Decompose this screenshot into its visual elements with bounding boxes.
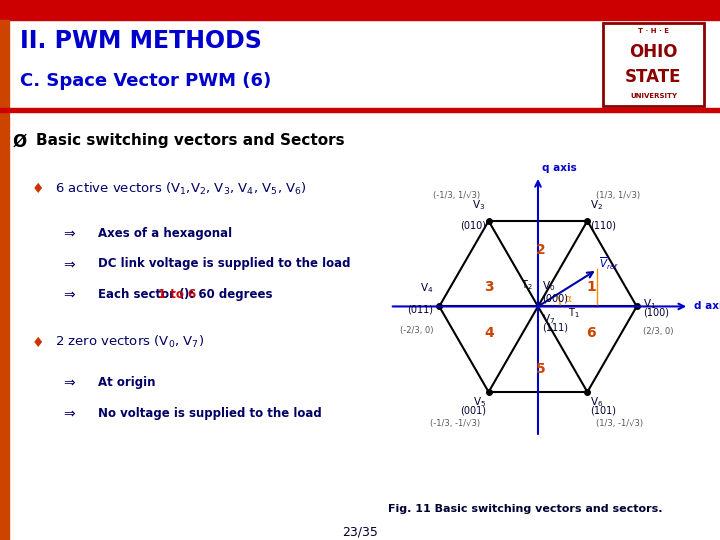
Text: 6 active vectors (V$_1$,V$_2$, V$_3$, V$_4$, V$_5$, V$_6$): 6 active vectors (V$_1$,V$_2$, V$_3$, V$… xyxy=(55,180,307,197)
Text: V$_6$: V$_6$ xyxy=(590,395,603,409)
Text: (-1/3, -1/√3): (-1/3, -1/√3) xyxy=(430,418,480,428)
Text: (-1/3, 1/√3): (-1/3, 1/√3) xyxy=(433,191,480,200)
Text: OHIO: OHIO xyxy=(629,43,678,61)
Text: (100): (100) xyxy=(643,308,669,318)
Text: 1: 1 xyxy=(587,280,596,294)
Text: ): 60 degrees: ): 60 degrees xyxy=(184,288,273,301)
Text: II. PWM METHODS: II. PWM METHODS xyxy=(20,29,262,52)
Text: 3: 3 xyxy=(485,280,494,294)
Text: T$_1$: T$_1$ xyxy=(567,306,580,320)
Text: V$_2$: V$_2$ xyxy=(590,198,603,212)
Text: C. Space Vector PWM (6): C. Space Vector PWM (6) xyxy=(20,72,271,90)
Text: (-2/3, 0): (-2/3, 0) xyxy=(400,326,433,335)
Text: T$_2$: T$_2$ xyxy=(521,278,533,292)
Text: ⇒: ⇒ xyxy=(63,288,75,302)
Text: No voltage is supplied to the load: No voltage is supplied to the load xyxy=(98,407,322,420)
Text: d axis: d axis xyxy=(693,301,720,312)
Text: 2 zero vectors (V$_0$, V$_7$): 2 zero vectors (V$_0$, V$_7$) xyxy=(55,334,204,350)
Text: Axes of a hexagonal: Axes of a hexagonal xyxy=(98,226,232,240)
Text: 2: 2 xyxy=(536,243,546,257)
Text: DC link voltage is supplied to the load: DC link voltage is supplied to the load xyxy=(98,257,351,270)
Text: (001): (001) xyxy=(459,406,486,415)
Text: 1 to 6: 1 to 6 xyxy=(158,288,197,301)
Text: (2/3, 0): (2/3, 0) xyxy=(643,327,673,336)
Text: (111): (111) xyxy=(542,323,568,333)
Text: Fig. 11 Basic switching vectors and sectors.: Fig. 11 Basic switching vectors and sect… xyxy=(388,504,663,514)
Text: 5: 5 xyxy=(536,362,546,376)
Text: At origin: At origin xyxy=(98,376,156,389)
Text: STATE: STATE xyxy=(625,68,682,86)
Text: $\overline{V}_{ref}$: $\overline{V}_{ref}$ xyxy=(599,255,619,272)
Text: V$_4$: V$_4$ xyxy=(420,281,433,295)
Text: 4: 4 xyxy=(485,326,494,340)
Text: V$_3$: V$_3$ xyxy=(472,198,486,212)
Text: ♦: ♦ xyxy=(32,336,45,350)
Text: (1/3, 1/√3): (1/3, 1/√3) xyxy=(596,191,640,200)
Text: ⇒: ⇒ xyxy=(63,226,75,240)
Text: ⇒: ⇒ xyxy=(63,407,75,421)
Text: q axis: q axis xyxy=(542,163,577,173)
Text: ⇒: ⇒ xyxy=(63,257,75,271)
Text: (000): (000) xyxy=(542,293,568,303)
Text: Ø: Ø xyxy=(12,133,27,151)
Text: (010): (010) xyxy=(459,221,486,231)
Text: ♦: ♦ xyxy=(32,183,45,197)
Text: 23/35: 23/35 xyxy=(342,525,378,538)
Text: Each sector (: Each sector ( xyxy=(98,288,184,301)
Text: (101): (101) xyxy=(590,406,616,415)
Text: (1/3, -1/√3): (1/3, -1/√3) xyxy=(596,418,644,428)
Text: 6: 6 xyxy=(587,326,596,340)
Text: (110): (110) xyxy=(590,221,616,231)
Text: Basic switching vectors and Sectors: Basic switching vectors and Sectors xyxy=(36,133,344,147)
Text: T · H · E: T · H · E xyxy=(638,28,669,33)
Text: V$_1$: V$_1$ xyxy=(643,298,656,312)
Text: UNIVERSITY: UNIVERSITY xyxy=(630,93,677,99)
Text: (011): (011) xyxy=(408,305,433,315)
Text: V$_7$: V$_7$ xyxy=(542,312,556,326)
Text: V$_5$: V$_5$ xyxy=(472,395,486,409)
Text: V$_0$: V$_0$ xyxy=(542,279,556,293)
Text: ⇒: ⇒ xyxy=(63,376,75,390)
Text: α: α xyxy=(564,294,572,304)
